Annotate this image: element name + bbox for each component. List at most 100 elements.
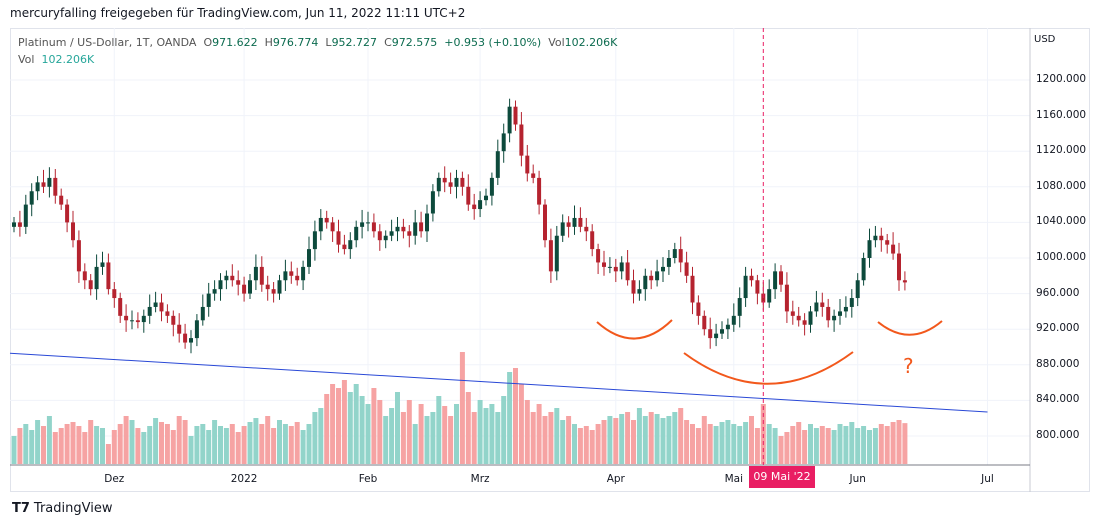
candle-body [572, 217, 577, 227]
candle-body [401, 226, 406, 232]
trendline [9, 352, 988, 413]
chart-frame[interactable] [10, 28, 1090, 492]
candle-body [413, 222, 418, 236]
price-tick-label: 1000.000 [1036, 251, 1087, 263]
candle-body [861, 258, 866, 281]
volume-bar [459, 352, 465, 464]
volume-value: 102.206K [564, 36, 618, 49]
candle-body [855, 280, 860, 299]
candle-body [130, 320, 134, 322]
candle-body [354, 226, 359, 241]
candle-body [873, 235, 878, 241]
symbol-legend: Platinum / US-Dollar, 1T, OANDA O971.622… [18, 36, 617, 49]
volume-bar [884, 426, 890, 464]
volume-bar [607, 416, 613, 464]
volume-bar [518, 384, 524, 464]
volume-bar [176, 416, 182, 464]
candle-body [454, 177, 459, 187]
candle-body [678, 249, 683, 263]
volume-bar [200, 424, 206, 464]
volume-bar [843, 426, 849, 464]
candle-body [814, 302, 819, 312]
price-tick-label: 1160.000 [1036, 108, 1087, 121]
candle-body [419, 222, 424, 232]
volume-bar [619, 414, 625, 464]
close-value: 972.575 [391, 36, 438, 49]
candle-body [637, 289, 642, 294]
volume-bar [902, 423, 908, 464]
close-label: C [384, 36, 392, 49]
tv-logo-icon: T7 [12, 501, 30, 516]
volume-bar [94, 426, 100, 464]
volume-bar [642, 416, 648, 464]
volume-bar [890, 422, 896, 464]
volume-bar [46, 416, 52, 464]
volume-bar [424, 416, 430, 464]
candle-body [17, 222, 22, 227]
volume-bar [737, 426, 743, 464]
volume-bar [489, 404, 495, 464]
price-tick-label: 1040.000 [1036, 215, 1087, 228]
candle-body [324, 217, 329, 223]
candle-body [902, 280, 907, 283]
volume-legend[interactable]: Vol 102.206K [18, 53, 94, 66]
volume-bar [64, 424, 70, 464]
candle-body [242, 284, 247, 294]
candle-body [295, 275, 300, 281]
candle-body [218, 280, 223, 290]
candle-body [71, 222, 75, 241]
volume-bar [589, 430, 595, 464]
volume-bar [560, 420, 566, 464]
volume-bar [554, 408, 560, 464]
volume-bar [501, 396, 507, 464]
candle-body [478, 200, 483, 210]
candle-body [619, 262, 624, 272]
candle-body [171, 315, 176, 325]
volume-bar [164, 424, 170, 464]
tradingview-logo[interactable]: T7 TradingView [12, 501, 112, 516]
volume-bar [790, 426, 796, 464]
volume-bar [389, 408, 395, 464]
volume-bar [660, 418, 666, 464]
candle-body [749, 275, 754, 281]
candle-body [389, 231, 394, 236]
candle-body [100, 262, 105, 267]
volume-bar [17, 428, 23, 464]
volume-bar [212, 420, 218, 464]
volume-bar [855, 428, 861, 464]
candle-body [590, 231, 595, 250]
time-tick-label: Dez [104, 473, 125, 485]
candle-body [708, 329, 713, 339]
candle-body [666, 258, 671, 267]
volume-bar [690, 424, 695, 464]
volume-bar [247, 422, 253, 464]
candle-body [885, 240, 890, 245]
candle-body [106, 262, 111, 290]
annotation-question-mark[interactable]: ? [903, 354, 914, 378]
candle-body [124, 315, 129, 321]
candle-body [35, 182, 40, 192]
candle-body [631, 280, 636, 294]
candle-body [200, 306, 205, 321]
symbol-name[interactable]: Platinum / US-Dollar, 1T, OANDA [18, 36, 197, 49]
volume-bar [330, 384, 336, 464]
volume-bar [808, 424, 813, 464]
volume-bar [867, 430, 872, 464]
candle-body [531, 173, 536, 178]
candle-body [560, 222, 565, 236]
candle-body [112, 289, 117, 299]
volume-bar [223, 428, 229, 464]
volume-bar [465, 392, 471, 464]
volume-bar [359, 396, 365, 464]
candle-body [737, 298, 742, 316]
volume-bar [229, 424, 235, 464]
volume-bar [188, 436, 194, 464]
volume-bar [613, 418, 619, 464]
price-tick-label: 880.000 [1036, 357, 1080, 370]
volume-bar [277, 420, 282, 464]
candle-body [371, 222, 376, 232]
candle-body [525, 155, 530, 174]
candle-body [784, 284, 789, 312]
volume-bar [88, 420, 94, 464]
